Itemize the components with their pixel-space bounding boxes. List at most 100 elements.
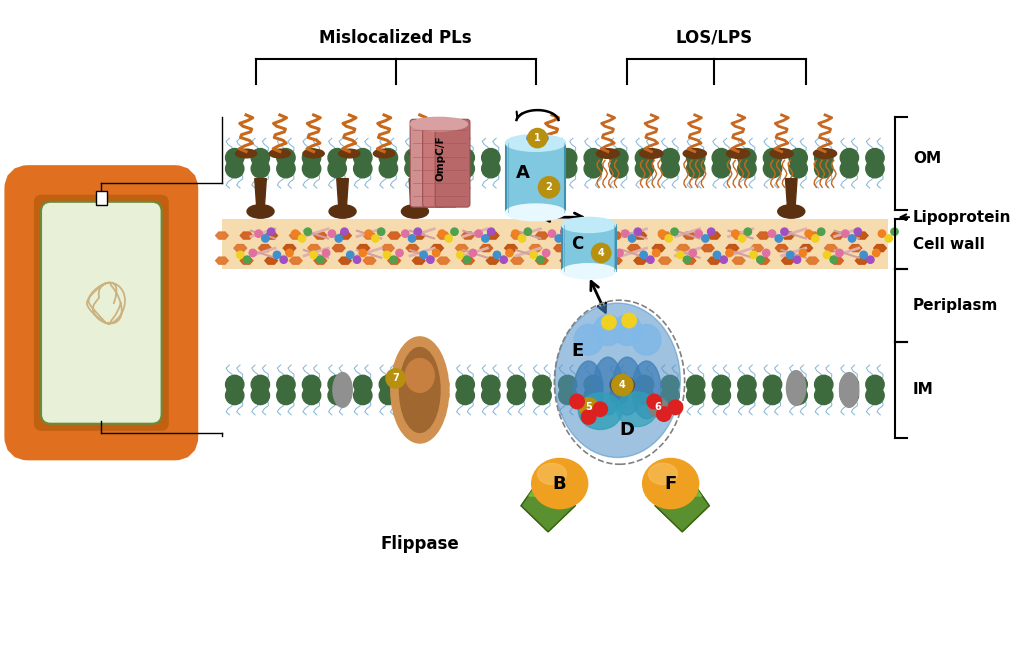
Circle shape [781, 228, 788, 235]
Polygon shape [781, 232, 795, 239]
Polygon shape [388, 232, 400, 239]
Polygon shape [259, 245, 271, 251]
Ellipse shape [632, 324, 662, 356]
Circle shape [379, 159, 397, 178]
Circle shape [302, 376, 321, 394]
Polygon shape [462, 232, 474, 239]
Polygon shape [806, 232, 819, 239]
Circle shape [686, 149, 705, 167]
Polygon shape [628, 245, 640, 251]
Ellipse shape [542, 149, 562, 158]
Circle shape [390, 256, 397, 263]
Polygon shape [732, 257, 744, 264]
Ellipse shape [247, 205, 274, 218]
Polygon shape [609, 232, 622, 239]
Polygon shape [757, 232, 770, 239]
Circle shape [775, 235, 782, 242]
Polygon shape [634, 232, 646, 239]
Circle shape [750, 251, 758, 259]
Circle shape [487, 228, 495, 235]
Circle shape [451, 228, 458, 235]
Ellipse shape [269, 149, 291, 158]
Polygon shape [658, 257, 671, 264]
Circle shape [396, 249, 403, 257]
Circle shape [737, 376, 756, 394]
Circle shape [532, 386, 551, 405]
Ellipse shape [406, 359, 434, 392]
Ellipse shape [610, 376, 635, 395]
Circle shape [276, 386, 295, 405]
Circle shape [353, 376, 372, 394]
Ellipse shape [770, 149, 794, 158]
Polygon shape [486, 257, 499, 264]
Circle shape [671, 228, 678, 235]
Circle shape [302, 159, 321, 178]
Circle shape [383, 251, 390, 259]
Circle shape [507, 386, 525, 405]
Circle shape [244, 256, 251, 263]
Polygon shape [652, 245, 665, 251]
Circle shape [456, 149, 474, 167]
Circle shape [276, 159, 295, 178]
Polygon shape [486, 232, 499, 239]
Circle shape [276, 149, 295, 167]
Polygon shape [663, 467, 701, 496]
Circle shape [660, 159, 679, 178]
Circle shape [507, 159, 525, 178]
Polygon shape [757, 257, 770, 264]
Circle shape [558, 376, 577, 394]
Circle shape [842, 230, 849, 237]
FancyBboxPatch shape [41, 202, 162, 424]
Ellipse shape [333, 373, 352, 408]
Circle shape [635, 159, 653, 178]
Ellipse shape [643, 458, 698, 509]
Circle shape [757, 256, 764, 263]
Text: E: E [571, 342, 584, 360]
Text: C: C [571, 235, 584, 253]
Polygon shape [683, 257, 695, 264]
Circle shape [569, 394, 585, 409]
Polygon shape [609, 257, 622, 264]
Circle shape [251, 386, 269, 405]
Text: 1: 1 [535, 133, 541, 143]
Polygon shape [456, 245, 468, 251]
Polygon shape [536, 257, 548, 264]
Circle shape [658, 230, 666, 237]
Ellipse shape [555, 303, 680, 458]
Ellipse shape [594, 357, 623, 415]
Circle shape [404, 376, 423, 394]
Text: 4: 4 [620, 380, 626, 390]
Circle shape [341, 228, 348, 235]
Circle shape [737, 386, 756, 405]
Polygon shape [855, 257, 868, 264]
Polygon shape [830, 232, 844, 239]
Text: Mislocalized PLs: Mislocalized PLs [319, 29, 472, 47]
Circle shape [799, 249, 807, 257]
Circle shape [251, 376, 269, 394]
Circle shape [456, 376, 474, 394]
Bar [561, 225, 615, 271]
Circle shape [438, 230, 445, 237]
Circle shape [712, 149, 730, 167]
Polygon shape [413, 232, 425, 239]
Circle shape [609, 386, 628, 405]
Circle shape [464, 256, 471, 263]
Polygon shape [701, 245, 714, 251]
Circle shape [584, 386, 602, 405]
FancyBboxPatch shape [423, 119, 458, 207]
Polygon shape [511, 232, 523, 239]
Circle shape [647, 394, 662, 409]
Ellipse shape [339, 149, 359, 158]
Circle shape [768, 230, 775, 237]
Polygon shape [284, 245, 296, 251]
Ellipse shape [561, 217, 615, 233]
Text: 4: 4 [598, 248, 604, 258]
Polygon shape [800, 245, 812, 251]
Ellipse shape [531, 458, 588, 509]
Ellipse shape [506, 135, 565, 151]
Circle shape [841, 376, 858, 394]
Circle shape [532, 376, 551, 394]
Polygon shape [437, 257, 450, 264]
Polygon shape [388, 257, 400, 264]
Circle shape [611, 374, 633, 396]
